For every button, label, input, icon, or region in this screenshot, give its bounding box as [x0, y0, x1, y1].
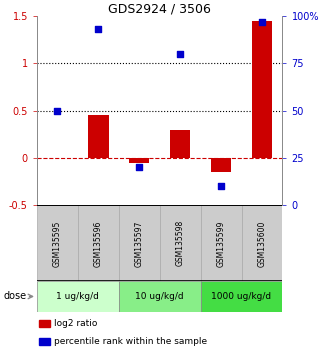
Point [259, 19, 265, 24]
Bar [252, 21, 272, 158]
Text: percentile rank within the sample: percentile rank within the sample [54, 337, 207, 346]
Bar [201, 205, 242, 281]
Bar [201, 281, 282, 312]
Bar [129, 158, 150, 163]
Bar [119, 281, 201, 312]
Bar [37, 205, 78, 281]
Bar [211, 158, 231, 172]
Bar [119, 205, 160, 281]
Text: 10 ug/kg/d: 10 ug/kg/d [135, 292, 184, 301]
Text: log2 ratio: log2 ratio [54, 319, 98, 329]
Text: GSM135597: GSM135597 [135, 220, 144, 267]
Bar [170, 130, 190, 158]
Point [137, 165, 142, 170]
Bar [78, 205, 119, 281]
Bar [242, 205, 282, 281]
Bar [160, 205, 201, 281]
Point [96, 26, 101, 32]
Point [219, 183, 224, 189]
Bar [39, 338, 50, 345]
Text: GSM135600: GSM135600 [257, 220, 266, 267]
Point [178, 51, 183, 57]
Bar [39, 320, 50, 327]
Bar [37, 281, 119, 312]
Text: GSM135596: GSM135596 [94, 220, 103, 267]
Text: 1 ug/kg/d: 1 ug/kg/d [56, 292, 99, 301]
Title: GDS2924 / 3506: GDS2924 / 3506 [108, 3, 211, 16]
Text: 1000 ug/kg/d: 1000 ug/kg/d [212, 292, 272, 301]
Text: GSM135595: GSM135595 [53, 220, 62, 267]
Text: GSM135598: GSM135598 [176, 220, 185, 267]
Text: dose: dose [3, 291, 26, 302]
Text: GSM135599: GSM135599 [217, 220, 226, 267]
Point [55, 108, 60, 113]
Bar [88, 115, 108, 158]
